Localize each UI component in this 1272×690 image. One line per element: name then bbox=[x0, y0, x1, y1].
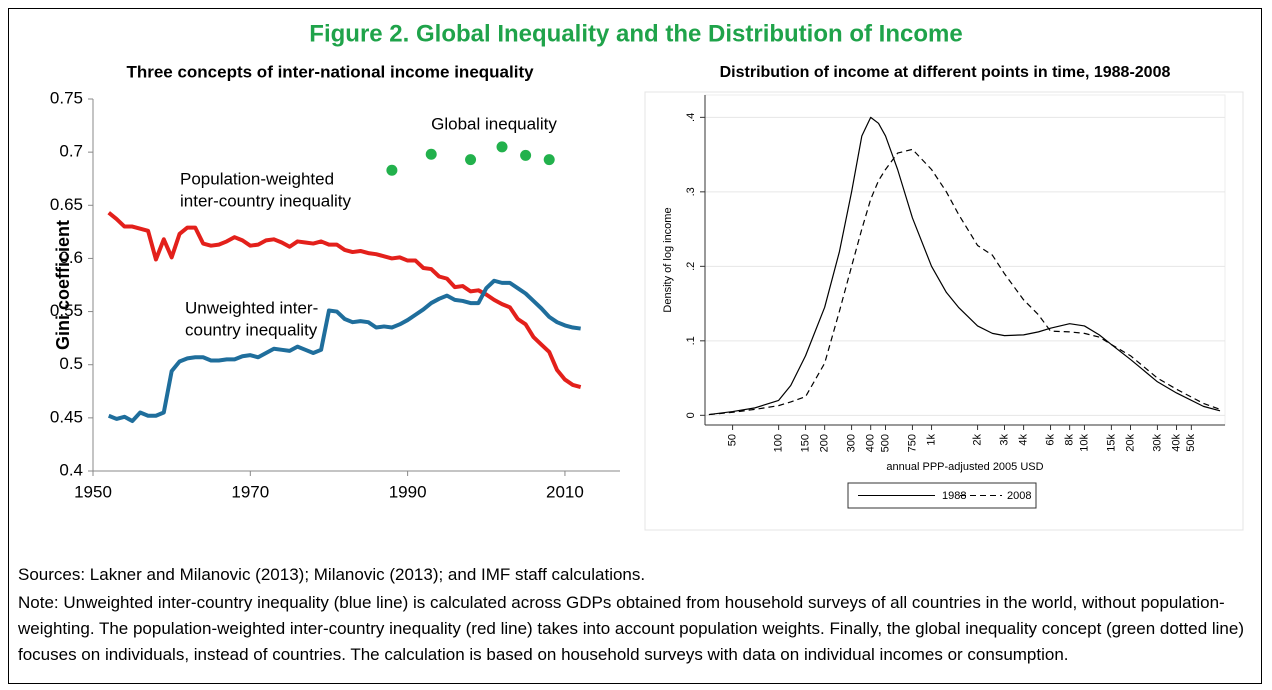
legend-label: 2008 bbox=[1007, 490, 1031, 502]
series-label: country inequality bbox=[185, 320, 318, 339]
x-tick-label: 8k bbox=[1064, 434, 1076, 446]
y-tick-label: 0.7 bbox=[59, 142, 83, 161]
figure-frame bbox=[8, 8, 1262, 684]
y-axis-label: Gini coefficient bbox=[53, 220, 73, 350]
dot bbox=[425, 148, 437, 160]
x-tick-label: 100 bbox=[773, 434, 785, 452]
y-tick-label: 0.45 bbox=[50, 407, 83, 426]
x-tick-label: 15k bbox=[1105, 434, 1117, 452]
x-tick-label: 20k bbox=[1124, 434, 1136, 452]
note: Note: Unweighted inter-country inequalit… bbox=[18, 593, 1245, 664]
x-tick-label: 150 bbox=[799, 434, 811, 452]
y-tick-label: 0.4 bbox=[59, 460, 83, 479]
dot bbox=[520, 149, 532, 161]
y-tick-label: .3 bbox=[685, 187, 697, 196]
x-tick-label: 40k bbox=[1170, 434, 1182, 452]
y-tick-label: 0.75 bbox=[50, 88, 83, 107]
series-label: Population-weighted bbox=[180, 169, 334, 188]
x-tick-label: 2k bbox=[971, 434, 983, 446]
x-tick-label: 1950 bbox=[74, 482, 112, 501]
y-tick-label: .2 bbox=[685, 262, 697, 271]
y-tick-label: 0.6 bbox=[59, 248, 83, 267]
legend-label: 1988 bbox=[942, 490, 966, 502]
dot bbox=[543, 154, 555, 166]
series-line bbox=[708, 148, 1221, 416]
chart-title: Distribution of income at different poin… bbox=[720, 64, 1171, 81]
y-tick-label: 0.65 bbox=[50, 195, 83, 214]
y-tick-label: .4 bbox=[685, 113, 697, 122]
y-tick-label: .1 bbox=[685, 336, 697, 345]
plot-area bbox=[704, 94, 1226, 426]
dot bbox=[386, 164, 398, 176]
x-tick-label: 10k bbox=[1078, 434, 1090, 452]
x-tick-label: 300 bbox=[845, 434, 857, 452]
x-tick-label: 4k bbox=[1018, 434, 1030, 446]
series-line bbox=[708, 116, 1221, 416]
x-tick-label: 750 bbox=[906, 434, 918, 452]
y-tick-label: 0.55 bbox=[50, 301, 83, 320]
x-tick-label: 6k bbox=[1044, 434, 1056, 446]
sources: Sources: Lakner and Milanovic (2013); Mi… bbox=[18, 565, 646, 584]
x-tick-label: 50 bbox=[727, 434, 739, 446]
charts: Figure 2. Global Inequality and the Dist… bbox=[50, 20, 1244, 531]
x-tick-label: 30k bbox=[1151, 434, 1163, 452]
y-tick-label: 0.5 bbox=[59, 354, 83, 373]
figure-title: Figure 2. Global Inequality and the Dist… bbox=[309, 20, 962, 47]
x-axis-label: annual PPP-adjusted 2005 USD bbox=[886, 461, 1043, 473]
x-tick-label: 2010 bbox=[546, 482, 584, 501]
x-tick-label: 1990 bbox=[389, 482, 427, 501]
x-tick-label: 400 bbox=[865, 434, 877, 452]
series-line bbox=[107, 278, 581, 424]
dot bbox=[496, 141, 508, 153]
y-axis-label: Density of log income bbox=[662, 207, 674, 312]
x-tick-label: 50k bbox=[1185, 434, 1197, 452]
chart-title: Three concepts of inter-national income … bbox=[126, 62, 534, 81]
series-line bbox=[107, 211, 582, 389]
dot bbox=[465, 154, 477, 166]
x-tick-label: 1970 bbox=[231, 482, 269, 501]
x-tick-label: 200 bbox=[819, 434, 831, 452]
y-tick-label: 0 bbox=[685, 412, 697, 418]
x-tick-label: 1k bbox=[925, 434, 937, 446]
series-label: Global inequality bbox=[431, 114, 557, 133]
x-tick-label: 3k bbox=[998, 434, 1010, 446]
series-label: Unweighted inter- bbox=[185, 298, 318, 317]
x-tick-label: 500 bbox=[879, 434, 891, 452]
series-label: inter-country inequality bbox=[180, 191, 352, 210]
